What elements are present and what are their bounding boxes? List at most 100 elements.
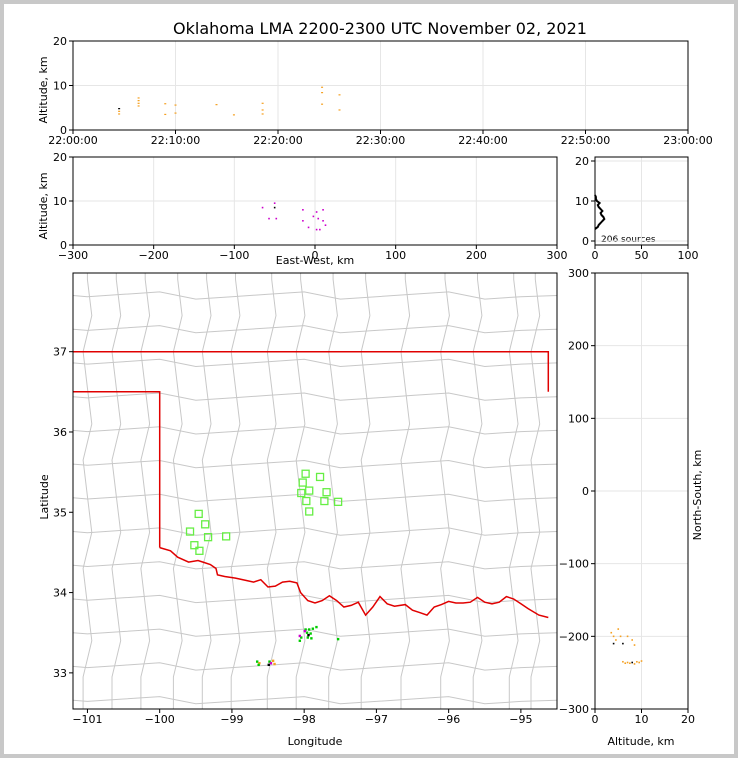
ns-source-point — [612, 635, 615, 638]
map-ylabel: Latitude — [38, 474, 51, 520]
ew-panel-ylabel: Altitude, km — [37, 172, 50, 239]
state-border-red-river — [159, 546, 549, 619]
ew-source-point — [275, 217, 278, 220]
map-layer — [72, 273, 558, 709]
state-border-panhandle — [73, 391, 161, 548]
map-source-point — [267, 663, 270, 667]
hist-ytick-label: 20 — [575, 155, 589, 168]
map-ytick-label: 37 — [53, 346, 67, 359]
map-source-point — [306, 636, 309, 639]
map-source-point — [309, 632, 312, 635]
ns-panel-xlabel: Altitude, km — [607, 735, 674, 748]
ns-source-point — [640, 660, 643, 662]
ew-xtick-label: 0 — [312, 249, 319, 262]
time-ytick-label: 0 — [60, 124, 67, 137]
time-source-point — [137, 100, 140, 102]
time-ytick-label: 20 — [53, 35, 67, 48]
time-xtick-label: 22:10:00 — [151, 134, 200, 147]
county-boundary — [328, 273, 338, 709]
time-source-point — [174, 104, 177, 106]
ns-source-point — [622, 642, 624, 645]
time-xtick-label: 22:20:00 — [253, 134, 302, 147]
ns-panel-frame — [594, 272, 689, 710]
map-source-point — [300, 636, 303, 639]
ew-source-point — [324, 224, 327, 226]
map-source-point — [307, 633, 310, 637]
time-xtick-label: 22:50:00 — [561, 134, 610, 147]
map-ytick-label: 34 — [53, 587, 67, 600]
county-boundary — [82, 273, 93, 709]
ns-xtick-label: 10 — [635, 713, 649, 726]
map-xtick-label: −95 — [509, 713, 532, 726]
hist-xtick-label: 50 — [635, 249, 649, 262]
map-source-point — [258, 662, 261, 665]
time-source-point — [261, 113, 264, 115]
time-source-point — [164, 113, 167, 116]
ew-source-point — [302, 220, 304, 222]
lma-station-marker — [190, 541, 199, 550]
county-boundary — [111, 273, 122, 709]
county-boundary — [440, 273, 450, 709]
county-boundary — [230, 273, 241, 709]
hist-xtick-label: 0 — [592, 249, 599, 262]
map-source-point — [273, 662, 276, 666]
ns-source-point — [629, 662, 631, 665]
ew-source-point — [307, 226, 310, 229]
figure-frame: Oklahoma LMA 2200-2300 UTC November 02, … — [4, 4, 734, 754]
lma-station-marker — [194, 509, 203, 519]
ns-xtick-label: 20 — [681, 713, 695, 726]
time-xtick-label: 22:30:00 — [356, 134, 405, 147]
county-boundary — [72, 561, 558, 570]
map-background — [73, 273, 557, 709]
ew-xtick-label: 300 — [547, 249, 568, 262]
lma-station-marker — [298, 478, 307, 487]
map-source-point — [308, 628, 311, 631]
ns-ytick-label: 200 — [568, 340, 589, 353]
ew-xtick-label: 100 — [385, 249, 406, 262]
county-boundary — [508, 273, 519, 709]
map-source-point — [336, 637, 340, 641]
county-lines — [72, 273, 558, 709]
county-boundary — [530, 273, 541, 709]
lma-figure: Oklahoma LMA 2200-2300 UTC November 02, … — [37, 19, 713, 748]
ns-source-point — [612, 642, 615, 645]
lma-station-marker — [305, 486, 314, 495]
map-source-point — [304, 628, 307, 631]
map-xtick-label: −100 — [145, 713, 175, 726]
hist-xtick-label: 100 — [678, 249, 699, 262]
ew-source-point — [261, 206, 264, 209]
ew-source-point — [322, 220, 324, 222]
ns-ytick-label: 100 — [568, 412, 589, 425]
ew-xtick-label: 200 — [466, 249, 487, 262]
map-source-point — [257, 663, 260, 667]
ew-ytick-label: 0 — [60, 239, 67, 252]
lma-station-marker — [185, 527, 195, 536]
ns-panel-ylabel: North-South, km — [691, 450, 704, 541]
altitude-histogram-line — [594, 194, 606, 230]
ew-source-point — [273, 202, 276, 204]
map-source-point — [269, 662, 273, 665]
ns-source-point — [617, 628, 620, 630]
time-source-point — [261, 102, 264, 104]
county-boundary — [72, 696, 558, 705]
ns-source-point — [622, 660, 624, 663]
lma-station-marker — [333, 497, 343, 506]
county-boundary — [72, 358, 558, 368]
county-boundary — [172, 273, 183, 709]
map-source-point — [303, 629, 307, 633]
county-boundary — [72, 628, 558, 637]
time-panel-ylabel: Altitude, km — [37, 56, 50, 123]
time-source-point — [321, 92, 324, 94]
ns-ytick-label: −100 — [559, 558, 589, 571]
lma-station-marker — [195, 546, 204, 555]
county-boundary — [72, 426, 558, 435]
time-source-point — [118, 110, 121, 112]
ew-panel-xlabel: East-West, km — [276, 254, 354, 267]
map-source-point — [298, 639, 302, 642]
time-xtick-label: 22:00:00 — [48, 134, 97, 147]
ew-source-point — [268, 217, 270, 220]
county-boundary — [140, 273, 151, 709]
time-source-point — [338, 94, 341, 96]
ew-xtick-label: −300 — [58, 249, 88, 262]
county-boundary — [472, 273, 483, 709]
